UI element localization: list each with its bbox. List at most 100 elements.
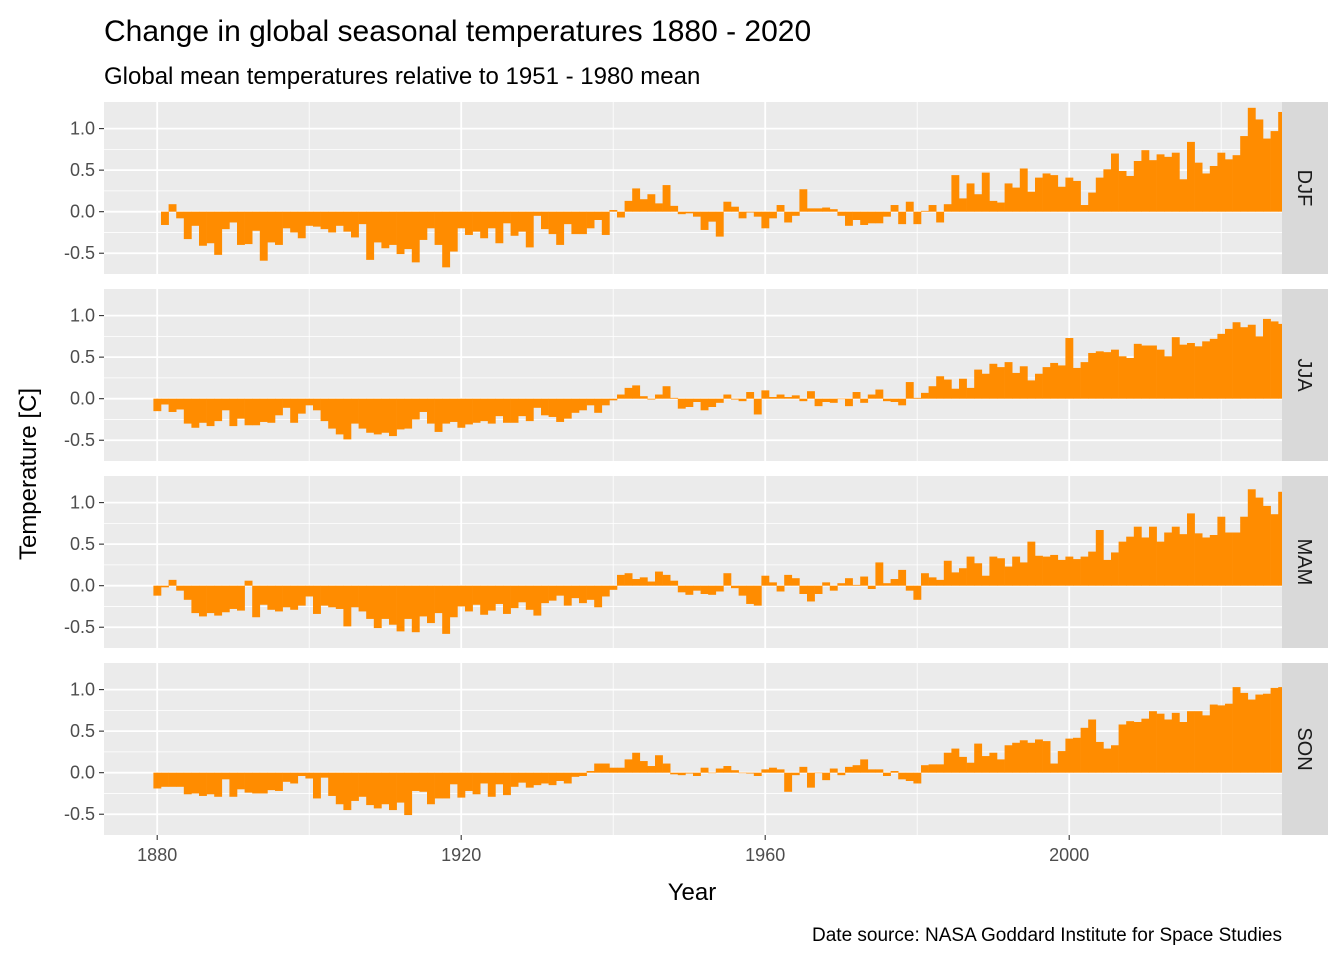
bar-djf-1964 xyxy=(791,211,800,216)
bar-son-2013 xyxy=(1164,719,1173,773)
bar-djf-1973 xyxy=(860,211,869,225)
y-tick-label: 1.0 xyxy=(70,493,95,513)
bar-mam-2004 xyxy=(1095,530,1104,586)
bar-son-1897 xyxy=(282,772,291,782)
bar-mam-1979 xyxy=(905,585,914,591)
bar-jja-1987 xyxy=(966,387,975,399)
bar-jja-1909 xyxy=(373,398,382,435)
bar-son-1962 xyxy=(776,769,785,773)
bar-djf-1982 xyxy=(928,205,937,212)
bar-son-1947 xyxy=(662,763,671,773)
bar-jja-1975 xyxy=(875,389,884,399)
bar-son-1930 xyxy=(533,772,542,786)
bar-djf-1962 xyxy=(776,205,785,212)
bar-mam-1930 xyxy=(533,585,542,616)
bar-son-1912 xyxy=(396,772,405,803)
bar-djf-1885 xyxy=(191,211,200,226)
bar-son-1993 xyxy=(1012,742,1021,773)
bar-mam-1880 xyxy=(153,585,162,596)
bar-djf-1983 xyxy=(936,211,945,223)
bar-mam-1973 xyxy=(860,576,869,586)
bar-son-1895 xyxy=(267,772,276,791)
bar-mam-1912 xyxy=(396,585,405,632)
bar-jja-2005 xyxy=(1103,352,1112,399)
bar-djf-1952 xyxy=(700,211,709,230)
bar-jja-1992 xyxy=(1004,362,1013,399)
bar-jja-1932 xyxy=(548,398,557,417)
bar-son-1948 xyxy=(670,772,679,775)
bar-mam-1955 xyxy=(723,573,732,586)
bar-jja-2017 xyxy=(1194,346,1203,399)
bar-son-2024 xyxy=(1247,699,1256,773)
bar-jja-1921 xyxy=(465,398,473,425)
bar-mam-2018 xyxy=(1202,537,1211,586)
facet-strip xyxy=(1282,663,1328,835)
bar-mam-1956 xyxy=(731,585,739,589)
bar-son-1940 xyxy=(609,767,618,773)
bar-djf-1968 xyxy=(822,207,831,212)
bar-son-1971 xyxy=(845,766,853,773)
bar-jja-1883 xyxy=(176,398,185,410)
bar-jja-1997 xyxy=(1042,367,1051,399)
bar-djf-1947 xyxy=(662,185,671,212)
bar-jja-2020 xyxy=(1217,333,1226,399)
bar-mam-2027 xyxy=(1270,514,1279,586)
bar-son-2020 xyxy=(1217,705,1226,773)
bar-mam-1896 xyxy=(275,585,283,612)
bar-mam-1900 xyxy=(305,585,314,597)
bar-djf-2011 xyxy=(1149,160,1157,212)
bar-jja-1903 xyxy=(328,398,337,429)
bar-mam-1926 xyxy=(503,585,511,614)
bar-djf-1932 xyxy=(548,211,557,235)
bar-djf-1882 xyxy=(168,204,177,212)
bar-mam-2014 xyxy=(1171,526,1180,586)
bar-jja-1994 xyxy=(1019,366,1028,399)
bar-son-1889 xyxy=(221,772,230,780)
bar-jja-1888 xyxy=(214,398,223,422)
bar-jja-1985 xyxy=(951,388,960,399)
bar-son-2009 xyxy=(1133,722,1142,773)
bar-jja-2011 xyxy=(1149,345,1157,399)
bar-son-2011 xyxy=(1149,711,1157,773)
bar-son-1934 xyxy=(563,772,572,784)
bar-mam-1996 xyxy=(1035,555,1043,586)
bar-djf-1894 xyxy=(259,211,268,261)
bar-son-1966 xyxy=(807,772,815,788)
bar-jja-2015 xyxy=(1179,344,1188,399)
bar-jja-1993 xyxy=(1012,372,1021,399)
bar-mam-1917 xyxy=(434,585,443,614)
bar-djf-1902 xyxy=(320,211,329,230)
bar-son-1899 xyxy=(297,772,306,776)
bar-mam-2020 xyxy=(1217,516,1226,586)
bar-djf-1976 xyxy=(883,211,891,217)
bar-son-1945 xyxy=(647,766,656,773)
bar-djf-2002 xyxy=(1080,205,1089,212)
bar-son-2022 xyxy=(1232,687,1241,773)
bar-mam-2001 xyxy=(1073,559,1081,586)
bar-son-2006 xyxy=(1111,745,1119,773)
bar-mam-1940 xyxy=(609,585,618,590)
chart-caption: Date source: NASA Goddard Institute for … xyxy=(812,925,1282,946)
bar-jja-1968 xyxy=(822,398,831,402)
bar-jja-1941 xyxy=(617,394,625,399)
bar-jja-2010 xyxy=(1141,345,1150,399)
bar-jja-1919 xyxy=(449,398,458,422)
bar-jja-2022 xyxy=(1232,322,1241,399)
bar-son-2016 xyxy=(1187,711,1195,773)
bar-djf-2027 xyxy=(1270,131,1279,212)
bar-jja-1918 xyxy=(442,398,451,424)
bar-djf-1951 xyxy=(693,211,701,217)
bar-mam-1939 xyxy=(601,585,610,597)
bar-jja-1887 xyxy=(206,398,215,427)
bar-djf-1992 xyxy=(1004,183,1013,212)
facet-strip xyxy=(1282,289,1328,461)
bar-jja-1892 xyxy=(244,398,253,426)
bar-djf-1923 xyxy=(480,211,489,239)
bar-djf-2007 xyxy=(1118,170,1127,212)
bar-mam-1968 xyxy=(822,582,831,586)
bar-djf-1997 xyxy=(1042,173,1051,212)
bar-djf-1978 xyxy=(898,211,907,225)
bar-jja-1942 xyxy=(624,387,633,399)
bar-jja-1926 xyxy=(503,398,511,423)
